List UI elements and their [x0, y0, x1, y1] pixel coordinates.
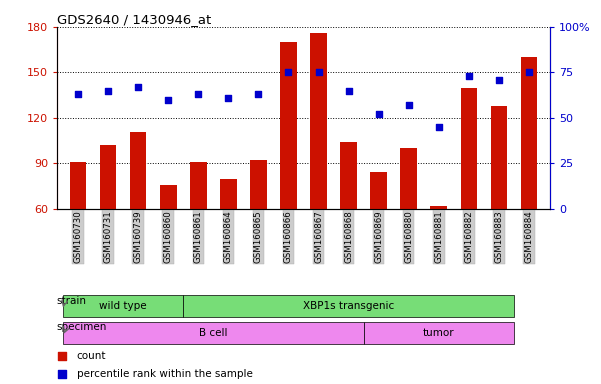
Text: specimen: specimen [56, 322, 107, 332]
Text: GDS2640 / 1430946_at: GDS2640 / 1430946_at [57, 13, 212, 26]
Point [524, 70, 534, 76]
Point [57, 353, 67, 359]
Text: tumor: tumor [423, 328, 454, 338]
Point [464, 73, 474, 79]
Bar [100, 145, 117, 209]
Bar [490, 106, 507, 209]
Point [57, 371, 67, 377]
Bar [310, 33, 327, 209]
Bar [430, 206, 447, 209]
Point [224, 95, 233, 101]
Point [284, 70, 293, 76]
Bar [250, 161, 267, 209]
Point [194, 91, 203, 97]
Point [103, 88, 113, 94]
Bar [280, 42, 297, 209]
Bar [370, 172, 387, 209]
Text: count: count [77, 351, 106, 361]
Bar [130, 132, 147, 209]
FancyBboxPatch shape [63, 321, 364, 344]
Point [344, 88, 353, 94]
Bar [460, 88, 477, 209]
Text: B cell: B cell [199, 328, 228, 338]
Point [254, 91, 263, 97]
Bar [70, 162, 87, 209]
Bar [520, 57, 537, 209]
Text: wild type: wild type [99, 301, 147, 311]
Point [434, 124, 444, 130]
Bar [400, 148, 417, 209]
Text: XBP1s transgenic: XBP1s transgenic [303, 301, 394, 311]
Bar [190, 162, 207, 209]
Bar [340, 142, 357, 209]
Bar [220, 179, 237, 209]
FancyBboxPatch shape [364, 321, 514, 344]
Point [374, 111, 383, 118]
Point [314, 70, 323, 76]
Point [73, 91, 83, 97]
Text: strain: strain [56, 296, 87, 306]
Bar [160, 185, 177, 209]
FancyBboxPatch shape [183, 295, 514, 318]
Point [133, 84, 143, 90]
Point [163, 97, 173, 103]
FancyBboxPatch shape [63, 295, 183, 318]
Point [404, 102, 413, 108]
Text: percentile rank within the sample: percentile rank within the sample [77, 369, 252, 379]
Point [494, 76, 504, 83]
